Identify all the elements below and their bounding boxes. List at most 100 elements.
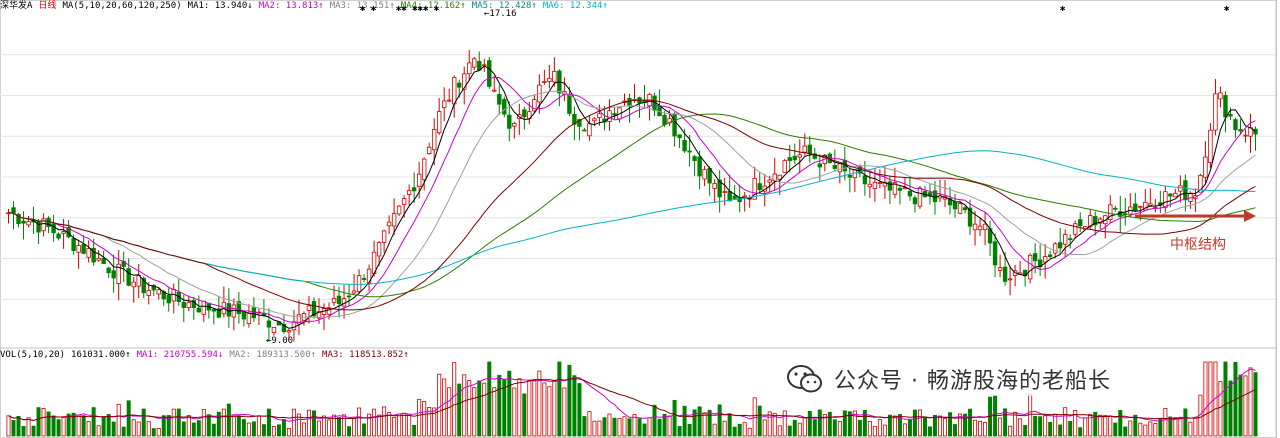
volume-bar: [91, 407, 96, 437]
candle-body: [136, 275, 141, 287]
stock-name[interactable]: 深华发A: [0, 1, 33, 11]
volume-bar: [1033, 415, 1038, 437]
vol-value: 161031.000↑: [71, 350, 131, 360]
candle-body: [441, 100, 447, 109]
candle-body: [577, 119, 582, 127]
volume-ma-line: [8, 368, 1256, 422]
volume-bar: [347, 426, 352, 437]
volume-bar: [1048, 421, 1053, 437]
candle-body: [226, 303, 232, 317]
candle-body: [697, 156, 702, 177]
candle-body: [1218, 92, 1223, 100]
volume-bar: [447, 387, 452, 437]
candle-body: [882, 181, 888, 187]
volume-bar: [231, 414, 236, 437]
candle-body: [672, 113, 677, 137]
candle-body: [281, 323, 287, 333]
volume-bar: [221, 408, 226, 437]
volume-bar: [186, 415, 191, 437]
candle-body: [421, 158, 427, 181]
ma3-value: MA3: 13.151↑: [329, 1, 395, 11]
volume-bar: [1058, 424, 1063, 437]
candle-body: [196, 307, 202, 313]
pivot-annotation: 中枢结构: [1170, 237, 1226, 253]
candle-body: [782, 160, 787, 173]
volume-bar: [1138, 422, 1143, 437]
volume-bar: [662, 413, 667, 437]
candle-body: [131, 281, 136, 288]
volume-bar: [572, 375, 577, 437]
candle-body: [597, 113, 602, 118]
volume-bar: [1008, 425, 1013, 437]
volume-bar: [61, 417, 66, 437]
volume-bar: [311, 410, 316, 437]
volume-bar: [827, 411, 832, 437]
volume-bar: [392, 416, 397, 437]
candle-body: [612, 113, 617, 116]
candle-body: [892, 182, 898, 195]
candle-body: [316, 311, 322, 319]
volume-bar: [943, 418, 948, 437]
candle-body: [1032, 253, 1038, 262]
volume-bar: [617, 418, 622, 437]
volume-bar: [266, 408, 271, 437]
candle-body: [812, 153, 817, 159]
candle-body: [1068, 238, 1073, 241]
candle-body: [41, 218, 46, 232]
candle-body: [326, 307, 332, 315]
candle-body: [271, 326, 277, 334]
candle-body: [662, 114, 667, 126]
volume-bar: [1238, 374, 1243, 437]
candle-body: [607, 110, 612, 122]
candle-body: [1057, 242, 1063, 249]
volume-bar: [427, 406, 432, 437]
volume-bar: [477, 380, 482, 437]
period-label[interactable]: 日线: [38, 1, 57, 11]
volume-bar: [1193, 417, 1198, 437]
volume-bar: [367, 413, 372, 437]
volume-bar: [6, 415, 11, 437]
volume-bar: [1068, 421, 1073, 437]
volume-bar: [1128, 420, 1133, 437]
candle-body: [717, 179, 722, 198]
candle-body: [296, 314, 302, 325]
volume-bar: [677, 426, 682, 437]
volume-bar: [1178, 416, 1183, 437]
volume-bar: [146, 421, 151, 437]
ma5-value: MA5: 12.428↑: [471, 1, 537, 11]
volume-bar: [452, 362, 457, 437]
candle-body: [837, 163, 843, 173]
candle-body: [1228, 114, 1233, 117]
volume-bar: [612, 417, 617, 437]
candle-body: [391, 213, 397, 227]
candle-body: [291, 321, 297, 331]
volume-bar: [978, 420, 983, 437]
candle-body: [897, 187, 903, 191]
volume-bar: [958, 413, 963, 437]
volume-bar: [46, 411, 51, 437]
volume-bar: [532, 380, 537, 437]
volume-bar: [141, 408, 146, 437]
volume-bar: [632, 414, 637, 437]
volume-bar: [837, 421, 842, 437]
volume-bar: [737, 423, 742, 437]
volume-bar: [547, 386, 552, 437]
candle-body: [16, 213, 21, 225]
volume-bar: [937, 415, 942, 437]
ma2-value: MA2: 13.813↑: [258, 1, 324, 11]
vol-params: VOL(5,10,20): [0, 350, 66, 360]
low-price-label: ←9.00: [266, 336, 294, 346]
volume-bar: [497, 374, 502, 437]
volume-bar: [587, 411, 592, 437]
volume-bar: [1243, 375, 1248, 437]
volume-bar: [176, 408, 181, 437]
volume-bar: [96, 425, 101, 437]
candle-body: [767, 179, 772, 183]
wechat-icon: [787, 365, 822, 393]
candle-body: [76, 245, 81, 253]
volume-bar: [862, 409, 867, 437]
volume-bar: [562, 387, 567, 437]
volume-bar: [1168, 416, 1173, 437]
candle-body: [1253, 128, 1258, 135]
